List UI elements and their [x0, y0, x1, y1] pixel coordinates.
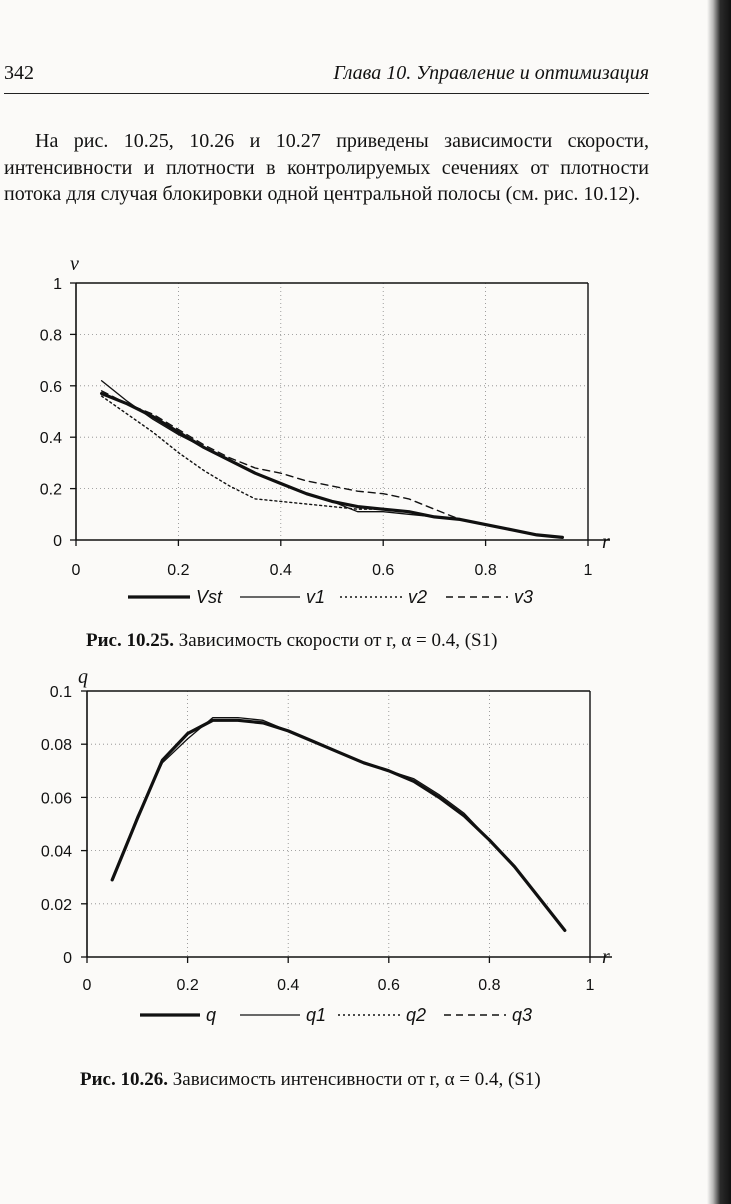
binding-shadow — [707, 0, 731, 1204]
series-line-q1 — [111, 716, 566, 932]
legend-label-v3: v3 — [514, 587, 533, 607]
legend-label-Vst: Vst — [196, 587, 223, 607]
x-tick-label: 0.2 — [176, 977, 198, 994]
series-line-v2 — [100, 395, 564, 539]
y-tick-label: 0.02 — [41, 897, 72, 914]
y-tick-label: 0.2 — [40, 482, 62, 499]
legend-label-v1: v1 — [306, 587, 325, 607]
x-tick-label: 0.8 — [478, 977, 500, 994]
caption-text: Зависимость интенсивности от r, α = 0.4,… — [172, 1069, 541, 1090]
y-tick-label: 0.6 — [40, 379, 62, 396]
y-tick-label: 0.06 — [41, 790, 72, 807]
caption-label: Рис. 10.26. — [80, 1069, 168, 1090]
y-tick-label: 0.4 — [40, 430, 62, 447]
x-tick-label: 0.4 — [270, 562, 292, 579]
series-line-v1 — [100, 380, 564, 539]
x-tick-label: 0.6 — [378, 977, 400, 994]
legend-label-q: q — [206, 1005, 216, 1025]
x-axis-label: r — [602, 531, 610, 553]
y-tick-label: 0 — [53, 533, 62, 550]
series-line-q3 — [111, 719, 566, 932]
x-tick-label: 0.4 — [277, 977, 299, 994]
figure-caption-10-25: Рис. 10.25. Зависимость скорости от r, α… — [86, 630, 497, 652]
intro-paragraph: На рис. 10.25, 10.26 и 10.27 приведены з… — [4, 130, 649, 205]
y-tick-label: 1 — [53, 276, 62, 293]
y-tick-label: 0.8 — [40, 327, 62, 344]
x-tick-label: 1 — [584, 562, 593, 579]
intensity-chart: 0 0.2 0.4 0.6 0.8 1 0 0.02 0.04 0.06 0.08 0.1 q r q q1 q… — [41, 666, 612, 1025]
x-tick-label: 0 — [72, 562, 81, 579]
running-head: Глава 10. Управление и оптимизация — [333, 62, 649, 84]
y-tick-label: 0.1 — [50, 684, 72, 701]
caption-label: Рис. 10.25. — [86, 630, 174, 651]
legend-label-q2: q2 — [406, 1005, 426, 1025]
legend-label-v2: v2 — [408, 587, 427, 607]
y-axis-label: q — [78, 666, 88, 688]
series-line-Vst — [99, 391, 565, 539]
series-line-v3 — [100, 390, 564, 539]
x-tick-label: 1 — [586, 977, 595, 994]
y-tick-label: 0.04 — [41, 844, 72, 861]
legend-label-q3: q3 — [512, 1005, 532, 1025]
page-number: 342 — [4, 62, 34, 84]
header-rule — [4, 93, 649, 94]
x-tick-label: 0.2 — [167, 562, 189, 579]
y-tick-label: 0 — [63, 950, 72, 967]
figure-caption-10-26: Рис. 10.26. Зависимость интенсивности от… — [80, 1069, 541, 1091]
x-tick-label: 0 — [83, 977, 92, 994]
x-tick-label: 0.6 — [372, 562, 394, 579]
y-tick-label: 0.08 — [41, 737, 72, 754]
caption-text: Зависимость скорости от r, α = 0.4, (S1) — [178, 630, 498, 651]
y-axis-label: v — [70, 253, 79, 275]
legend-label-q1: q1 — [306, 1005, 326, 1025]
x-axis-label: r — [602, 946, 610, 968]
x-tick-label: 0.8 — [474, 562, 496, 579]
